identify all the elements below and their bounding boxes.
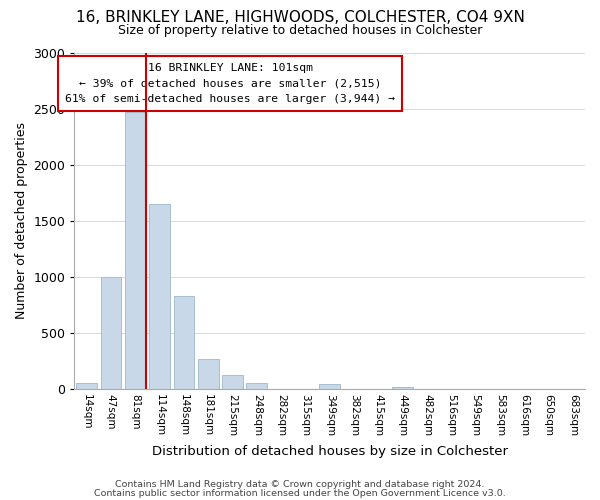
Bar xyxy=(319,384,340,389)
Bar xyxy=(247,383,267,389)
Bar xyxy=(173,296,194,389)
Bar xyxy=(101,277,121,389)
Text: 16, BRINKLEY LANE, HIGHWOODS, COLCHESTER, CO4 9XN: 16, BRINKLEY LANE, HIGHWOODS, COLCHESTER… xyxy=(76,10,524,25)
Text: Contains HM Land Registry data © Crown copyright and database right 2024.: Contains HM Land Registry data © Crown c… xyxy=(115,480,485,489)
Bar xyxy=(76,383,97,389)
Text: 16 BRINKLEY LANE: 101sqm
← 39% of detached houses are smaller (2,515)
61% of sem: 16 BRINKLEY LANE: 101sqm ← 39% of detach… xyxy=(65,62,395,104)
X-axis label: Distribution of detached houses by size in Colchester: Distribution of detached houses by size … xyxy=(152,444,508,458)
Bar xyxy=(125,112,146,389)
Text: Contains public sector information licensed under the Open Government Licence v3: Contains public sector information licen… xyxy=(94,488,506,498)
Y-axis label: Number of detached properties: Number of detached properties xyxy=(15,122,28,320)
Text: Size of property relative to detached houses in Colchester: Size of property relative to detached ho… xyxy=(118,24,482,37)
Bar xyxy=(392,387,413,389)
Bar xyxy=(149,204,170,389)
Bar xyxy=(198,359,218,389)
Bar xyxy=(222,375,243,389)
